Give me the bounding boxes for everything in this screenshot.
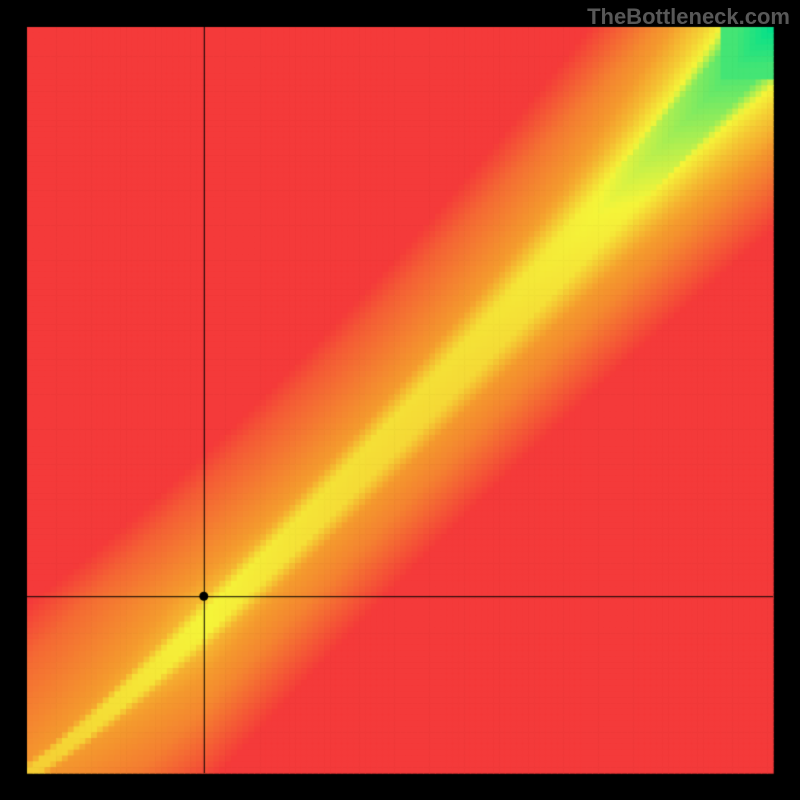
bottleneck-heatmap [0, 0, 800, 800]
watermark-text: TheBottleneck.com [587, 4, 790, 30]
